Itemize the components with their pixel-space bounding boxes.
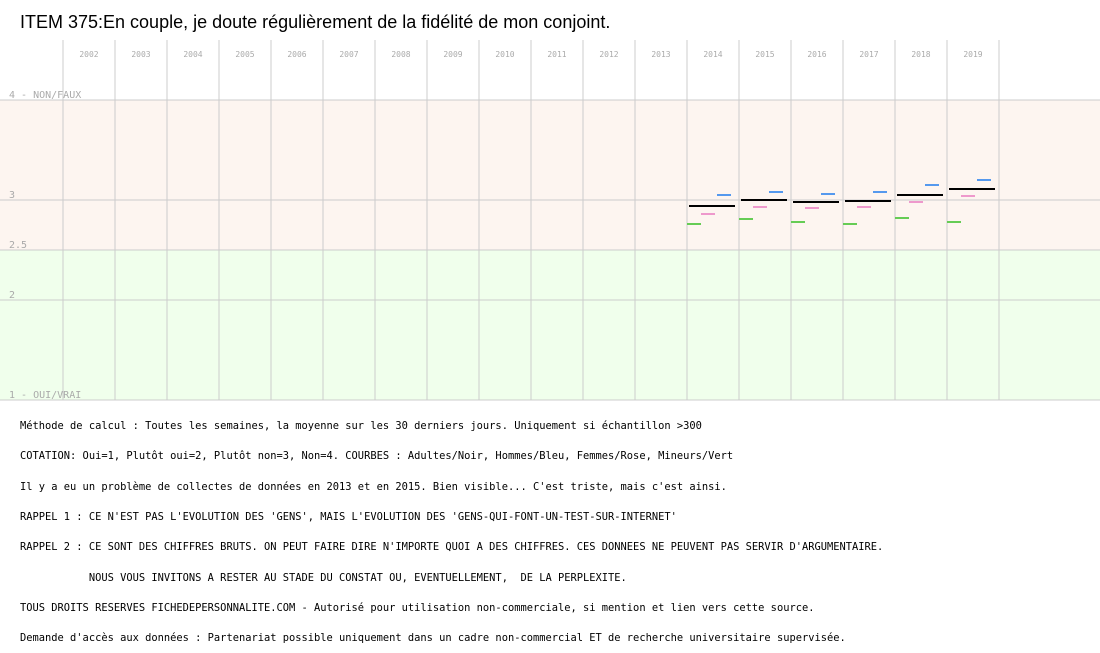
note-line: RAPPEL 2 : CE SONT DES CHIFFRES BRUTS. O…	[20, 541, 884, 554]
y-tick-label: 4 - NON/FAUX	[9, 90, 81, 101]
x-tick-label: 2018	[911, 50, 930, 59]
x-tick-label: 2010	[495, 50, 514, 59]
x-tick-label: 2009	[443, 50, 462, 59]
x-tick-label: 2005	[235, 50, 254, 59]
y-tick-label: 3	[9, 190, 15, 201]
x-tick-label: 2013	[651, 50, 670, 59]
chart-title: ITEM 375:En couple, je doute régulièreme…	[20, 12, 611, 32]
background-band	[0, 100, 1100, 250]
chart-area: 4 - NON/FAUX 3 2.5 2 1 - OUI/VRAI 2002 2003 200…	[0, 40, 1100, 401]
note-line: RAPPEL 1 : CE N'EST PAS L'EVOLUTION DES …	[20, 511, 677, 524]
x-tick-label: 2007	[339, 50, 358, 59]
x-tick-label: 2008	[391, 50, 410, 59]
note-line: COTATION: Oui=1, Plutôt oui=2, Plutôt no…	[20, 450, 734, 463]
x-tick-label: 2015	[755, 50, 774, 59]
x-tick-label: 2017	[859, 50, 878, 59]
x-tick-label: 2006	[287, 50, 306, 59]
x-tick-label: 2016	[807, 50, 826, 59]
x-tick-label: 2014	[703, 50, 722, 59]
chart-notes: Méthode de calcul : Toutes les semaines,…	[20, 401, 883, 653]
y-tick-label: 2	[9, 290, 15, 301]
note-line: Méthode de calcul : Toutes les semaines,…	[20, 420, 702, 433]
x-tick-label: 2004	[183, 50, 202, 59]
x-tick-label: 2002	[79, 50, 98, 59]
x-tick-label: 2003	[131, 50, 150, 59]
background-band	[0, 250, 1100, 400]
note-line: Demande d'accès aux données : Partenaria…	[20, 632, 846, 645]
x-tick-label: 2019	[963, 50, 982, 59]
y-tick-label: 1 - OUI/VRAI	[9, 390, 81, 401]
note-line: TOUS DROITS RESERVES FICHEDEPERSONNALITE…	[20, 601, 815, 614]
note-line: NOUS VOUS INVITONS A RESTER AU STADE DU …	[20, 571, 627, 584]
x-tick-label: 2012	[599, 50, 618, 59]
note-line: Il y a eu un problème de collectes de do…	[20, 480, 727, 493]
y-tick-label: 2.5	[9, 240, 27, 251]
x-tick-label: 2011	[547, 50, 566, 59]
